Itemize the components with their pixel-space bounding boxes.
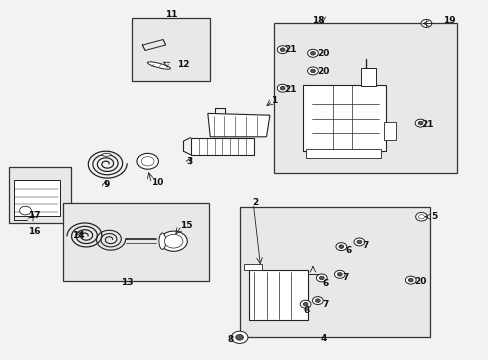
Circle shape [160,231,187,251]
Bar [239,207,429,337]
Text: 18: 18 [311,16,324,25]
Text: 7: 7 [342,273,348,282]
Text: 10: 10 [150,178,163,187]
Bar [9,167,71,223]
Text: 20: 20 [414,277,426,286]
Circle shape [414,119,425,127]
Text: 19: 19 [442,16,454,25]
Circle shape [418,215,424,219]
Circle shape [415,212,427,221]
Circle shape [316,274,326,282]
Circle shape [164,234,183,248]
Text: 7: 7 [362,241,368,250]
Text: 7: 7 [322,300,328,309]
Bar [62,203,209,281]
Text: 3: 3 [186,157,193,166]
Circle shape [231,331,247,343]
Bar [305,149,381,158]
Circle shape [141,157,154,166]
Circle shape [277,46,287,54]
Text: 11: 11 [165,10,178,19]
Circle shape [334,270,345,278]
Text: 6: 6 [322,279,328,288]
Text: 20: 20 [316,68,328,77]
Circle shape [338,245,343,248]
Text: 2: 2 [251,198,258,207]
Circle shape [407,278,412,282]
Circle shape [312,297,323,305]
Text: 16: 16 [28,227,41,236]
Text: 21: 21 [284,85,297,94]
Bar [273,23,456,173]
Circle shape [307,49,318,57]
Circle shape [235,334,243,340]
Circle shape [417,121,422,125]
Circle shape [356,240,361,244]
Bar [303,85,386,151]
Text: 6: 6 [303,306,309,315]
Circle shape [310,51,315,55]
Circle shape [405,276,415,284]
Text: 9: 9 [103,180,110,189]
Bar [190,138,254,155]
Text: 12: 12 [177,60,189,69]
Text: 14: 14 [72,231,85,240]
Circle shape [300,300,310,308]
Text: 21: 21 [284,45,297,54]
Text: 21: 21 [421,120,433,129]
Polygon shape [207,113,269,137]
Bar [132,18,210,81]
Circle shape [280,48,285,51]
Circle shape [303,302,307,306]
Circle shape [319,276,324,280]
Text: 20: 20 [316,49,328,58]
Ellipse shape [147,62,170,69]
Text: 8: 8 [227,335,233,343]
Text: 4: 4 [320,334,326,343]
Text: 6: 6 [345,246,351,256]
Circle shape [335,243,346,251]
Text: 15: 15 [180,220,192,230]
Bar [244,264,261,270]
Circle shape [280,86,285,90]
Circle shape [20,206,31,215]
Text: 13: 13 [121,278,134,287]
Circle shape [310,69,315,73]
Bar [383,122,395,140]
Circle shape [315,299,320,302]
Ellipse shape [102,153,111,156]
Circle shape [137,153,158,169]
Circle shape [420,19,431,27]
Text: 17: 17 [28,211,41,220]
Text: 5: 5 [430,212,437,221]
Circle shape [353,238,364,246]
Bar [14,180,60,216]
Circle shape [307,67,318,75]
Circle shape [277,84,287,92]
Circle shape [337,273,342,276]
Ellipse shape [159,233,165,249]
Text: 1: 1 [271,96,277,105]
Bar [360,68,375,86]
Bar [249,270,307,320]
